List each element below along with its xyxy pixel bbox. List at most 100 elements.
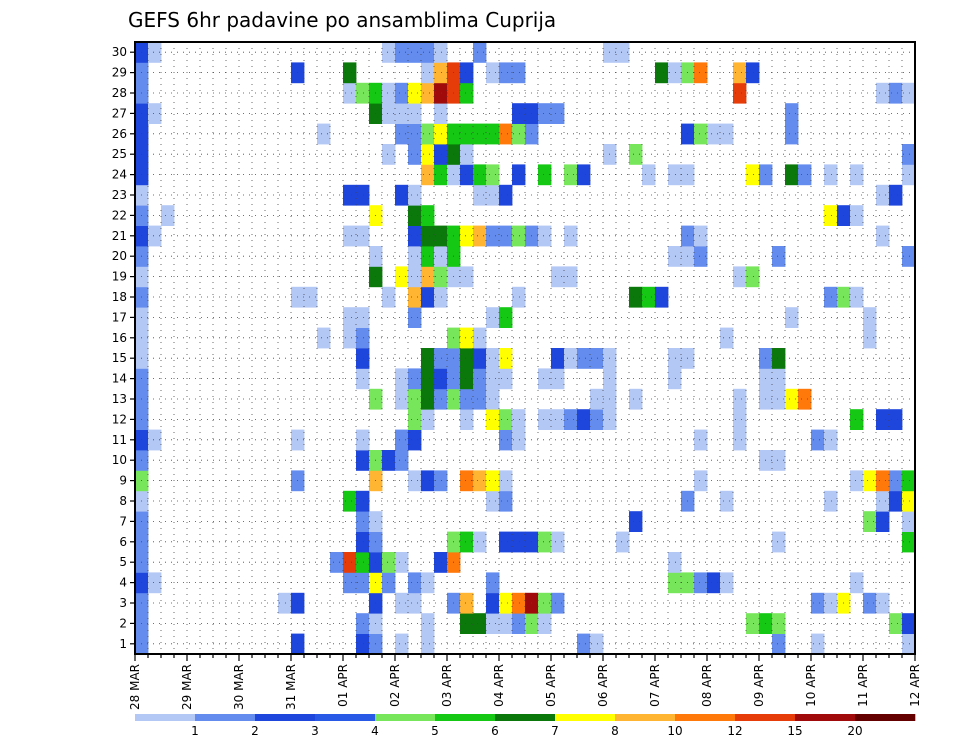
precip-cell-73 <box>356 531 370 553</box>
precip-cell-13 <box>356 613 370 634</box>
precip-cell-368 <box>421 82 435 104</box>
precip-cell-307 <box>512 164 526 186</box>
y-tick-label-2: 2 <box>119 616 127 630</box>
precip-cell-260 <box>694 246 708 267</box>
precip-cell-154 <box>876 409 890 430</box>
precip-cell-38 <box>512 592 526 614</box>
colorbar-swatch-1 <box>135 714 196 721</box>
precip-cell-367 <box>408 82 422 104</box>
precip-cell-234 <box>629 286 643 308</box>
colorbar: 1 2 3 4 5 6 7 8 10 12 15 20 <box>135 714 916 738</box>
colorbar-swatch-8 <box>555 714 616 721</box>
precip-cell-301 <box>421 164 435 186</box>
precip-cell-137 <box>811 429 825 451</box>
y-axis: 1234567891011121314151617181920212223242… <box>112 45 135 651</box>
precip-cell-308 <box>538 164 552 186</box>
y-tick-label-4: 4 <box>119 576 127 590</box>
precip-cell-265 <box>343 225 357 247</box>
precip-cell-283 <box>161 205 175 226</box>
precip-cell-285 <box>408 205 422 226</box>
y-tick-label-11: 11 <box>112 433 127 447</box>
y-tick-label-13: 13 <box>112 392 127 406</box>
precip-cell-97 <box>499 490 513 512</box>
precip-cell-181 <box>460 368 474 390</box>
precip-cell-71 <box>668 552 682 573</box>
x-tick-label-16: 12 APR <box>908 664 922 707</box>
colorbar-label-10: 10 <box>667 724 682 738</box>
precip-cell-150 <box>590 409 604 430</box>
precip-cell-77 <box>473 531 487 553</box>
colorbar-label-2: 2 <box>251 724 259 738</box>
colorbar-label-5: 5 <box>431 724 439 738</box>
precip-cell-123 <box>382 450 396 471</box>
y-tick-label-1: 1 <box>119 637 127 651</box>
precip-cell-320 <box>902 164 916 186</box>
precip-cell-369 <box>434 82 448 104</box>
colorbar-label-1: 1 <box>191 724 199 738</box>
precip-cell-164 <box>473 388 487 410</box>
precip-cell-172 <box>785 388 799 410</box>
precip-cell-304 <box>460 164 474 186</box>
y-tick-label-28: 28 <box>112 86 127 100</box>
colorbar-swatch-12 <box>795 714 856 721</box>
precip-cell-356 <box>512 103 526 124</box>
precip-cell-397 <box>421 42 435 63</box>
colorbar-swatch-13 <box>855 714 916 721</box>
colorbar-label-6: 6 <box>491 724 499 738</box>
precip-cell-49 <box>343 572 357 594</box>
precip-cell-274 <box>499 225 513 247</box>
x-axis: 28 MAR 29 MAR 30 MAR 31 MAR 01 APR 02 APR 03 A… <box>128 654 922 710</box>
precip-cell-128 <box>148 429 162 451</box>
precip-cell-269 <box>434 225 448 247</box>
precip-cell-140 <box>408 409 422 430</box>
precip-cell-264 <box>148 225 162 247</box>
precip-cell-347 <box>720 123 734 145</box>
precip-cell-9 <box>772 633 786 655</box>
precip-cell-342 <box>512 123 526 145</box>
y-tick-label-18: 18 <box>112 290 127 304</box>
y-tick-label-25: 25 <box>112 147 127 161</box>
precip-cell-322 <box>382 144 396 165</box>
precip-cell-386 <box>655 62 669 84</box>
precip-cell-192 <box>356 348 370 369</box>
x-tick-label-8: 04 APR <box>492 664 506 707</box>
precip-cell-310 <box>577 164 591 186</box>
colorbar-swatch-10 <box>675 714 736 721</box>
chart-title: GEFS 6hr padavine po ansamblima Cuprija <box>128 8 556 32</box>
precip-cell-311 <box>642 164 656 186</box>
precip-cell-360 <box>785 103 799 124</box>
precip-cell-395 <box>395 42 409 63</box>
precip-cell-255 <box>421 246 435 267</box>
precip-cell-175 <box>356 368 370 390</box>
precip-cell-287 <box>824 205 838 226</box>
precip-cell-229 <box>382 286 396 308</box>
colorbar-label-3: 3 <box>311 724 319 738</box>
precip-cell-394 <box>382 42 396 63</box>
precip-cell-291 <box>343 184 357 206</box>
precip-cell-248 <box>551 266 565 288</box>
precip-cell-359 <box>551 103 565 124</box>
precip-cell-233 <box>512 286 526 308</box>
precip-cell-95 <box>356 490 370 512</box>
precip-cell-35 <box>460 592 474 614</box>
precip-cell-251 <box>746 266 760 288</box>
precip-cell-160 <box>421 388 435 410</box>
precip-cell-247 <box>460 266 474 288</box>
precip-cell-352 <box>382 103 396 124</box>
precip-cell-124 <box>395 450 409 471</box>
precip-cell-113 <box>499 470 513 492</box>
precip-cell-58 <box>694 572 708 594</box>
precip-cell-78 <box>499 531 513 553</box>
precip-cell-76 <box>460 531 474 553</box>
precip-cell-111 <box>473 470 487 492</box>
x-tick-label-4: 31 MAR <box>284 664 298 710</box>
precip-cell-53 <box>408 572 422 594</box>
precip-cell-15 <box>421 613 435 634</box>
precip-cell-236 <box>655 286 669 308</box>
precip-cell-84 <box>772 531 786 553</box>
precip-cell-373 <box>876 82 890 104</box>
precip-cell-222 <box>486 307 500 328</box>
precip-cell-163 <box>460 388 474 410</box>
precip-cell-317 <box>798 164 812 186</box>
